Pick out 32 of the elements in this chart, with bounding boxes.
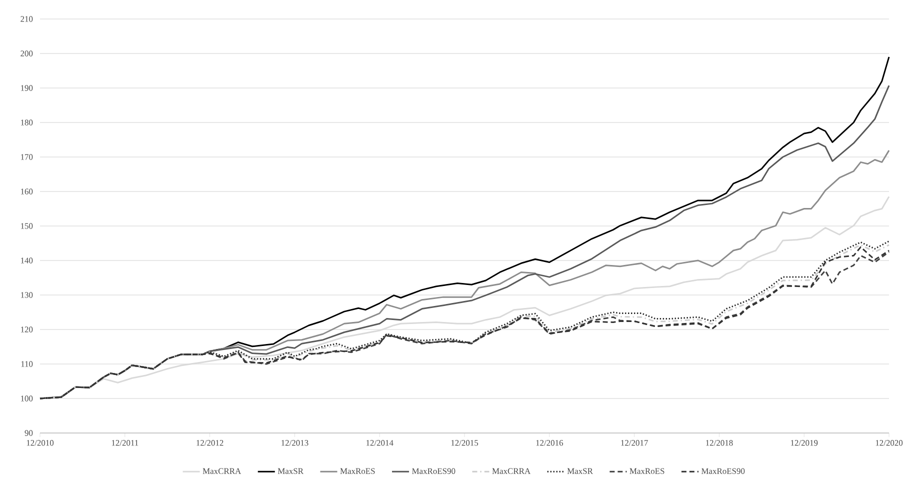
y-tick-label: 150 [21, 223, 33, 229]
x-tick-label: 12/2013 [282, 440, 308, 446]
x-tick-label: 12/2012 [196, 440, 224, 446]
y-tick-label: 110 [21, 361, 33, 367]
legend-label: MaxSR [567, 468, 593, 474]
y-tick-label: 210 [20, 16, 33, 22]
x-tick-label: 12/2019 [790, 440, 818, 446]
y-tick-label: 160 [21, 188, 33, 194]
legend-label: MaxCRRA [202, 468, 242, 474]
x-tick-label: 12/2016 [536, 440, 564, 446]
x-tick-label: 12/2018 [706, 440, 733, 446]
y-tick-label: 190 [21, 85, 33, 91]
legend-label: MaxSR [278, 468, 304, 474]
legend-label: MaxRoES [340, 468, 375, 474]
legend-label: MaxRoES90 [412, 468, 456, 474]
y-tick-label: 170 [21, 154, 33, 160]
y-tick-label: 140 [21, 258, 33, 264]
x-tick-label: 12/2015 [451, 440, 478, 446]
legend-label: MaxCRRA [492, 468, 531, 474]
legend-label: MaxRoES90 [701, 468, 745, 474]
x-tick-label: 12/2017 [621, 440, 648, 446]
legend-label: MaxRoES [630, 468, 664, 474]
x-tick-label: 12/2011 [112, 440, 138, 446]
y-tick-label: 100 [21, 396, 33, 402]
x-tick-label: 12/2010 [26, 440, 54, 446]
x-tick-label: 12/2020 [876, 440, 903, 446]
y-tick-label: 130 [21, 292, 33, 298]
y-tick-label: 180 [21, 120, 33, 126]
x-tick-label: 12/2014 [366, 440, 394, 446]
y-tick-label: 90 [24, 430, 33, 436]
y-tick-label: 120 [21, 326, 33, 332]
y-tick-label: 200 [20, 50, 33, 56]
